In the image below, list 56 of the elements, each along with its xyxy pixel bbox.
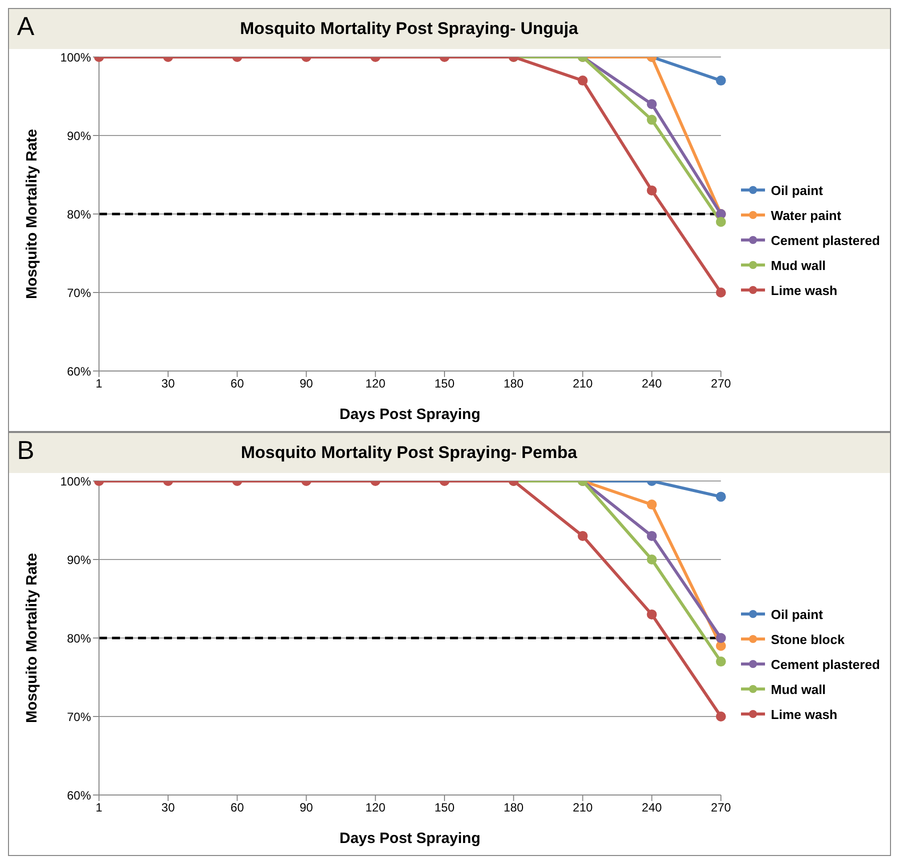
y-tick-label: 80%	[66, 631, 92, 646]
x-tick-label: 150	[434, 800, 455, 815]
x-tick-label: 30	[161, 800, 176, 815]
legend-label: Cement plastered	[770, 656, 880, 672]
legend-label: Water paint	[770, 208, 842, 222]
x-tick-label: 30	[161, 376, 176, 391]
x-tick-label: 90	[300, 376, 314, 391]
point	[646, 554, 657, 564]
y-tick-label: 60%	[66, 788, 92, 802]
x-axis-title: Days Post Spraying	[340, 830, 480, 847]
chart-title: Mosquito Mortality Post Spraying- Pemba	[240, 443, 578, 463]
point	[716, 633, 726, 643]
point	[716, 656, 726, 667]
x-tick-label: 60	[230, 376, 244, 391]
x-tick-label: 120	[365, 376, 386, 391]
point	[716, 216, 726, 227]
legend-label: Lime wash	[770, 706, 838, 722]
y-tick-label: 90%	[66, 552, 92, 567]
x-tick-label: 210	[572, 800, 594, 815]
legend-label: Oil paint	[770, 182, 823, 198]
point	[716, 288, 726, 298]
x-tick-label: 180	[504, 800, 524, 815]
chart-title: Mosquito Mortality Post Spraying- Unguja	[238, 19, 580, 39]
point	[716, 712, 726, 722]
x-tick-label: 1	[96, 376, 103, 391]
text: B	[17, 435, 34, 466]
legend-label: Stone block	[770, 632, 845, 646]
x-tick-label: 180	[504, 376, 524, 391]
x-tick-label: 120	[365, 800, 386, 815]
x-tick-label: 60	[230, 800, 244, 815]
y-tick-label: 80%	[66, 207, 92, 222]
y-tick-label: 100%	[60, 50, 92, 64]
text: A	[17, 11, 34, 42]
legend-label: Cement plastered	[770, 232, 880, 248]
legend-label: Mud wall	[770, 258, 826, 272]
legend-label: Oil paint	[770, 606, 823, 622]
x-tick-label: 270	[710, 800, 732, 815]
x-tick-label: 90	[300, 800, 314, 815]
x-tick-label: 240	[642, 800, 662, 815]
x-tick-label: 1	[96, 800, 103, 815]
y-tick-label: 70%	[66, 710, 92, 724]
y-axis-title: Mosquito Mortality Rate	[23, 128, 40, 300]
x-tick-label: 270	[710, 376, 732, 391]
legend-label: Lime wash	[770, 282, 838, 298]
legend-label: Mud wall	[770, 682, 826, 696]
y-tick-label: 90%	[66, 128, 92, 143]
y-tick-label: 100%	[60, 474, 92, 488]
point	[646, 185, 657, 196]
x-tick-label: 150	[434, 376, 455, 391]
y-tick-label: 60%	[66, 364, 92, 378]
x-tick-label: 240	[642, 376, 662, 391]
y-axis-title: Mosquito Mortality Rate	[23, 552, 40, 724]
x-tick-label: 210	[572, 376, 594, 391]
x-axis-title: Days Post Spraying	[340, 406, 480, 423]
point	[646, 609, 657, 620]
y-tick-label: 70%	[66, 286, 92, 300]
